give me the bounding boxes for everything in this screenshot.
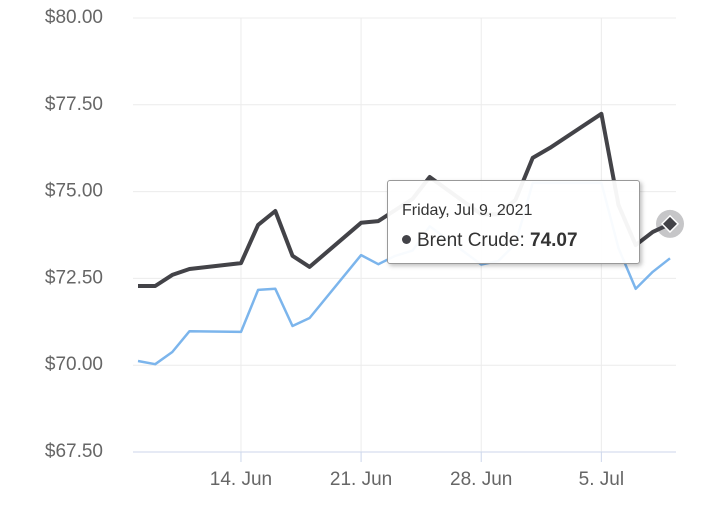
hover-marker [660, 214, 680, 233]
tooltip-value: 74.07 [530, 230, 578, 251]
tooltip-date: Friday, Jul 9, 2021 [402, 202, 533, 219]
x-tick-label: 5. Jul [579, 469, 624, 490]
x-tick-label: 28. Jun [450, 469, 512, 490]
y-tick-label: $72.50 [45, 267, 103, 288]
x-tick-label: 21. Jun [330, 469, 392, 490]
y-tick-label: $70.00 [45, 354, 103, 375]
y-tick-label: $67.50 [45, 441, 103, 462]
tooltip: Friday, Jul 9, 2021 Brent Crude 74.07 [387, 180, 640, 264]
y-tick-label: $80.00 [45, 7, 103, 28]
y-tick-label: $77.50 [45, 94, 103, 115]
tooltip-line: Brent Crude 74.07 [402, 229, 639, 253]
x-tick-label: 14. Jun [210, 469, 272, 490]
y-tick-label: $75.00 [45, 181, 103, 202]
tooltip-series: Brent Crude [417, 230, 525, 251]
